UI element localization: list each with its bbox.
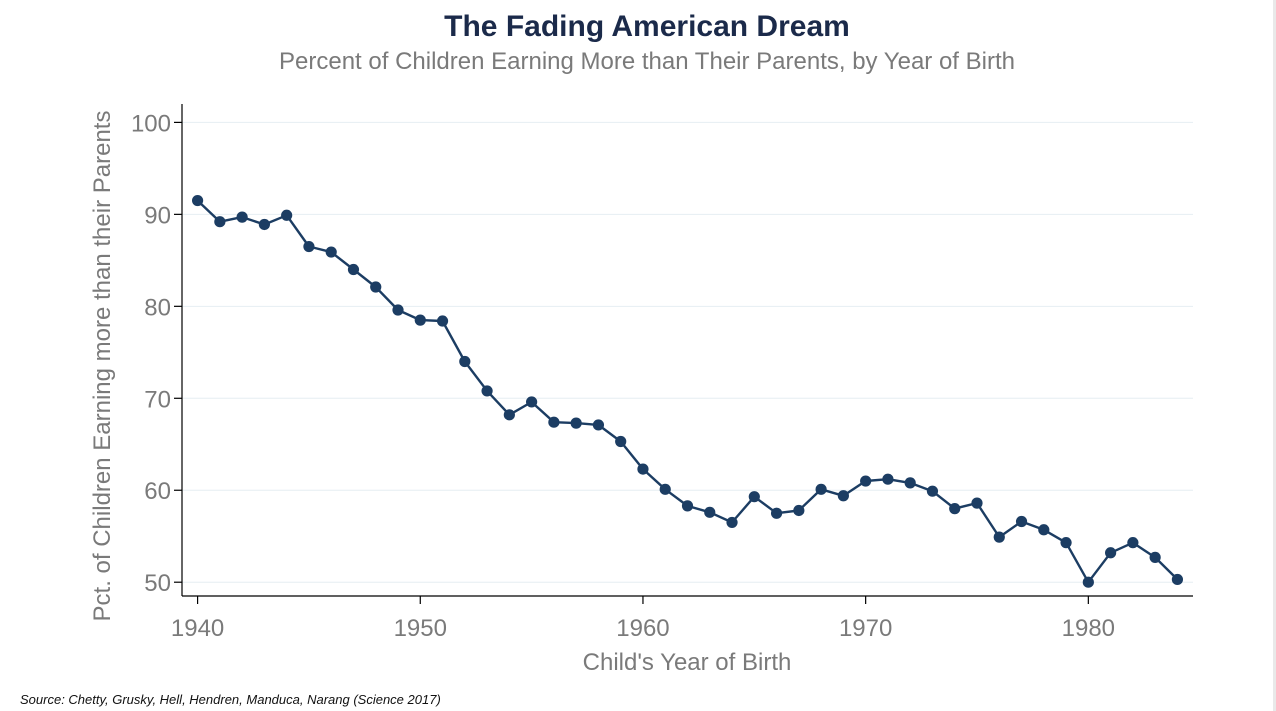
data-point [392, 304, 404, 316]
y-ticks: 50 60 70 80 90 100 [131, 110, 182, 597]
y-tick-label: 100 [131, 110, 171, 137]
data-point [949, 503, 961, 515]
data-point [1060, 537, 1072, 549]
data-point [281, 209, 293, 221]
data-point [926, 485, 939, 497]
data-point [303, 240, 315, 253]
data-point [503, 409, 515, 421]
x-tick-label: 1950 [394, 615, 447, 642]
series-line [196, 199, 1179, 584]
data-point [325, 246, 337, 258]
x-ticks: 1940 1950 1960 1970 1980 [171, 596, 1115, 642]
data-point [1105, 547, 1117, 559]
y-tick-label: 80 [144, 294, 171, 321]
data-point [481, 385, 493, 397]
data-point [904, 477, 916, 489]
axes [181, 104, 1193, 597]
data-point [526, 396, 538, 408]
data-point [726, 516, 738, 529]
data-point [1015, 515, 1028, 528]
data-point [748, 491, 760, 503]
y-axis-label: Pct. of Children Earning more than their… [89, 111, 116, 622]
data-point [214, 216, 226, 228]
data-point [1127, 537, 1139, 549]
data-point [548, 416, 560, 428]
source-note: Source: Chetty, Grusky, Hell, Hendren, M… [20, 692, 441, 707]
data-point [971, 497, 983, 509]
x-axis-label: Child's Year of Birth [583, 649, 792, 676]
data-point [191, 194, 204, 207]
x-tick-label: 1940 [171, 615, 224, 642]
series [191, 194, 1184, 588]
data-point [570, 417, 582, 429]
data-point [414, 314, 426, 326]
data-point [659, 483, 671, 495]
data-point [1038, 524, 1050, 536]
data-point [436, 315, 449, 327]
data-point [793, 504, 805, 517]
data-point [681, 500, 694, 512]
data-point [592, 419, 605, 431]
data-point [236, 211, 248, 223]
data-point [837, 490, 849, 502]
y-tick-label: 60 [144, 478, 171, 505]
chart-title: The Fading American Dream [444, 10, 850, 43]
data-point [459, 355, 471, 368]
x-tick-label: 1970 [839, 615, 892, 642]
data-point [637, 463, 649, 475]
window-edge [1273, 0, 1276, 711]
data-point [1082, 576, 1094, 588]
data-point [370, 281, 382, 293]
y-tick-label: 70 [144, 386, 171, 413]
data-point [770, 507, 783, 519]
data-point [882, 473, 894, 485]
data-point [258, 218, 270, 231]
data-point [1171, 573, 1184, 586]
y-tick-label: 50 [144, 570, 171, 597]
x-tick-label: 1960 [616, 615, 669, 642]
chart-subtitle: Percent of Children Earning More than Th… [279, 48, 1015, 75]
data-point [815, 483, 827, 495]
x-tick-label: 1980 [1062, 615, 1115, 642]
data-point [347, 263, 360, 276]
data-point [615, 435, 627, 448]
y-tick-label: 90 [144, 202, 171, 229]
data-point [993, 531, 1005, 543]
data-point [1149, 551, 1161, 563]
data-point [704, 506, 716, 518]
data-point [860, 475, 872, 487]
grid [182, 121, 1193, 583]
